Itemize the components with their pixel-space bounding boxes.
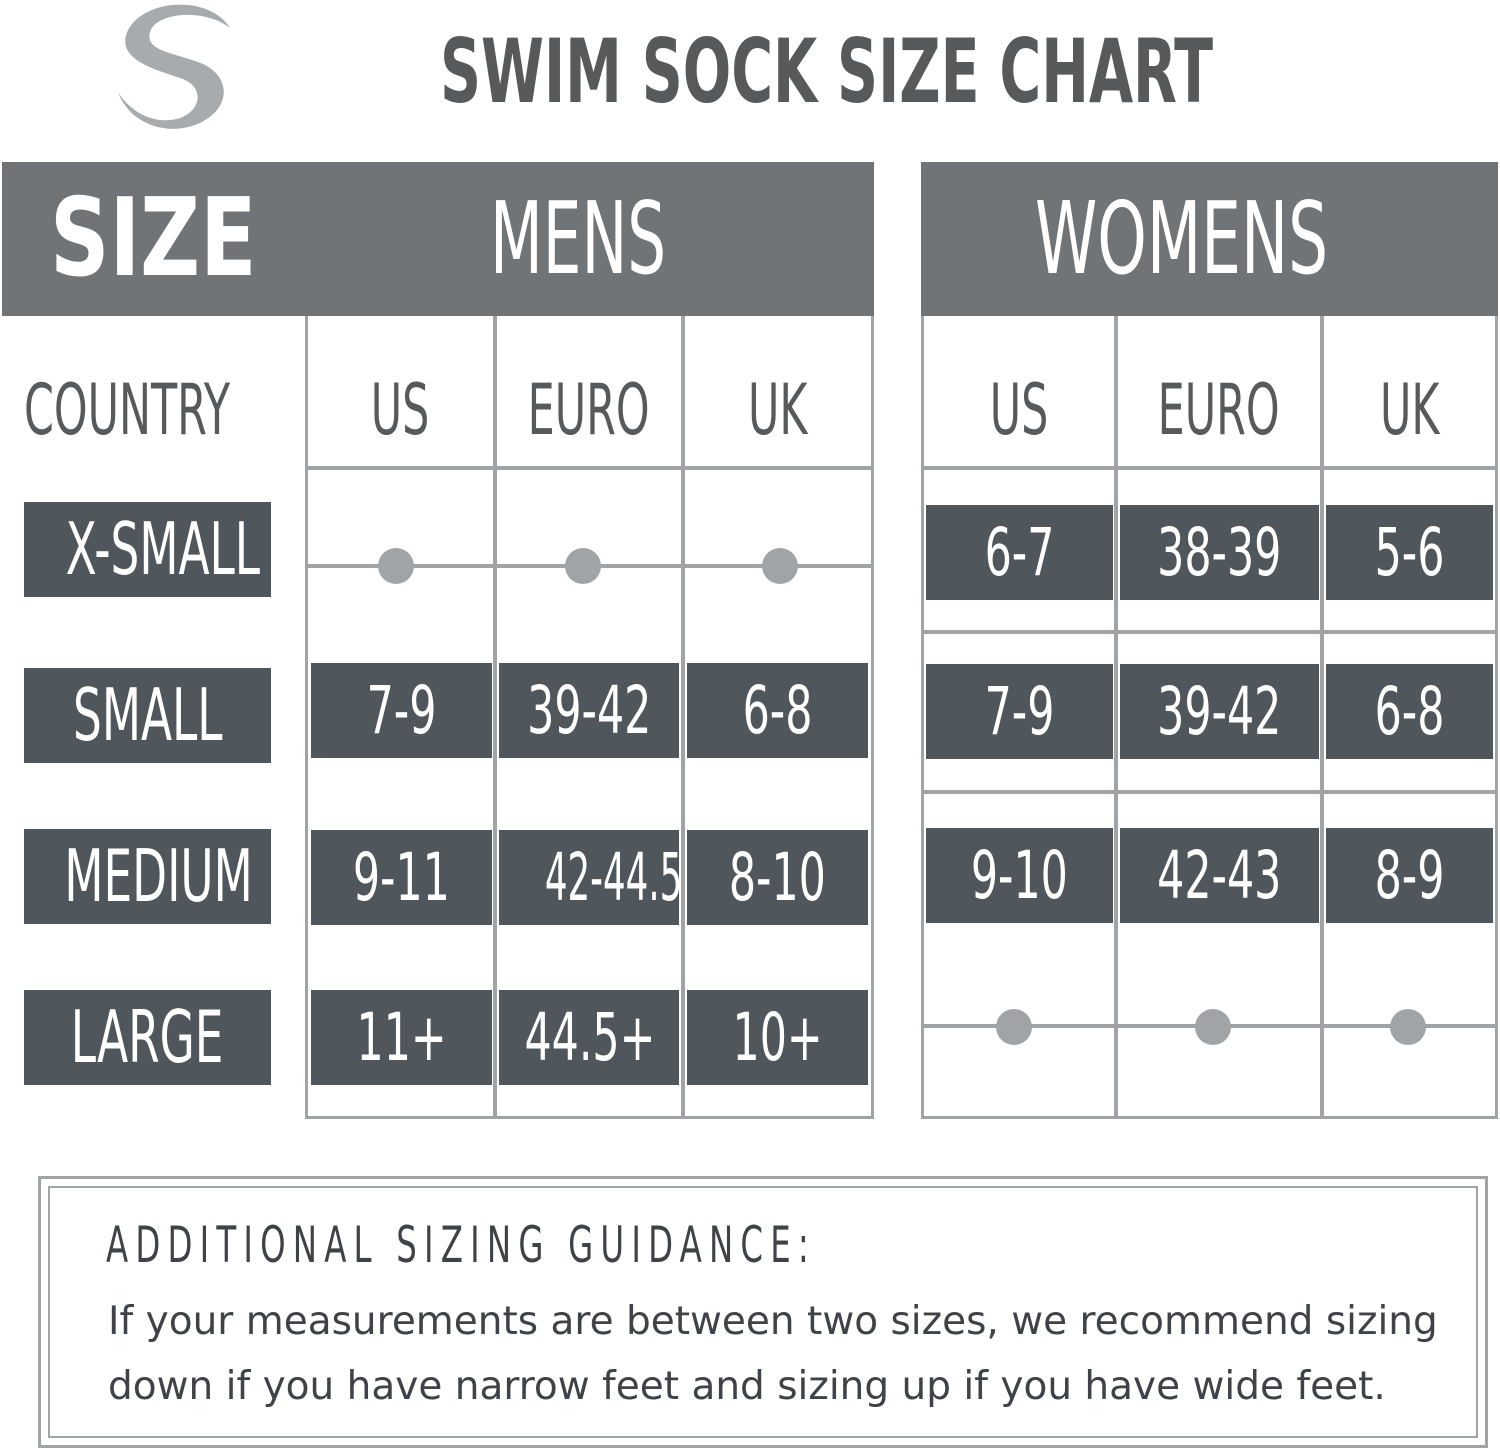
size-medium: MEDIUM <box>24 829 271 924</box>
mens-col-euro: EURO <box>528 369 650 451</box>
mens-grid <box>305 316 874 1119</box>
dot-icon <box>1390 1009 1426 1045</box>
womens-xsmall-euro: 38-39 <box>1120 505 1319 600</box>
womens-col-uk: UK <box>1379 369 1440 451</box>
grid-line <box>921 790 1498 794</box>
mens-large-us: 11+ <box>311 990 492 1085</box>
womens-small-euro: 39-42 <box>1120 664 1319 759</box>
mens-col-us: US <box>371 369 430 451</box>
grid-line <box>493 316 497 1119</box>
dot-icon <box>378 548 414 584</box>
dot-icon <box>996 1009 1032 1045</box>
grid-line <box>305 466 874 470</box>
guidance-inner-border <box>48 1186 1478 1438</box>
dot-icon <box>565 548 601 584</box>
mens-medium-us: 9-11 <box>311 830 492 925</box>
guidance-box <box>38 1176 1488 1448</box>
size-xsmall: X-SMALL <box>24 502 271 597</box>
guidance-text-line-2: down if you have narrow feet and sizing … <box>108 1364 1386 1409</box>
womens-heading: WOMENS <box>1035 180 1329 297</box>
mens-medium-euro: 42-44.5 <box>499 830 679 925</box>
swim-s-logo-icon <box>118 4 230 129</box>
womens-small-uk: 6-8 <box>1326 664 1493 759</box>
mens-small-euro: 39-42 <box>499 663 679 758</box>
womens-medium-euro: 42-43 <box>1120 828 1319 923</box>
womens-xsmall-uk: 5-6 <box>1326 505 1493 600</box>
grid-line <box>921 466 1498 470</box>
mens-small-us: 7-9 <box>311 663 492 758</box>
womens-small-us: 7-9 <box>926 664 1113 759</box>
womens-grid <box>921 316 1498 1119</box>
guidance-text-line-1: If your measurements are between two siz… <box>108 1299 1438 1344</box>
dot-icon <box>762 548 798 584</box>
grid-line <box>1320 316 1324 1119</box>
mens-col-uk: UK <box>748 369 808 451</box>
size-small: SMALL <box>24 668 271 763</box>
mens-large-euro: 44.5+ <box>499 990 679 1085</box>
womens-medium-us: 9-10 <box>926 828 1113 923</box>
mens-header-bar: SIZE MENS <box>2 162 874 316</box>
grid-line <box>921 630 1498 634</box>
mens-large-uk: 10+ <box>687 990 868 1085</box>
grid-line <box>1114 316 1118 1119</box>
womens-col-euro: EURO <box>1158 369 1280 451</box>
guidance-title: ADDITIONAL SIZING GUIDANCE: <box>106 1216 816 1274</box>
country-label: COUNTRY <box>24 369 230 451</box>
size-heading: SIZE <box>50 176 257 301</box>
womens-header-bar: WOMENS <box>921 162 1498 316</box>
dot-icon <box>1195 1009 1231 1045</box>
size-large: LARGE <box>24 990 271 1085</box>
grid-line <box>681 316 685 1119</box>
page-title: SWIM SOCK SIZE CHART <box>440 20 1214 123</box>
mens-heading: MENS <box>490 180 667 297</box>
mens-small-uk: 6-8 <box>687 663 868 758</box>
mens-medium-uk: 8-10 <box>687 830 868 925</box>
womens-medium-uk: 8-9 <box>1326 828 1493 923</box>
womens-xsmall-us: 6-7 <box>926 505 1113 600</box>
womens-col-us: US <box>989 369 1049 451</box>
